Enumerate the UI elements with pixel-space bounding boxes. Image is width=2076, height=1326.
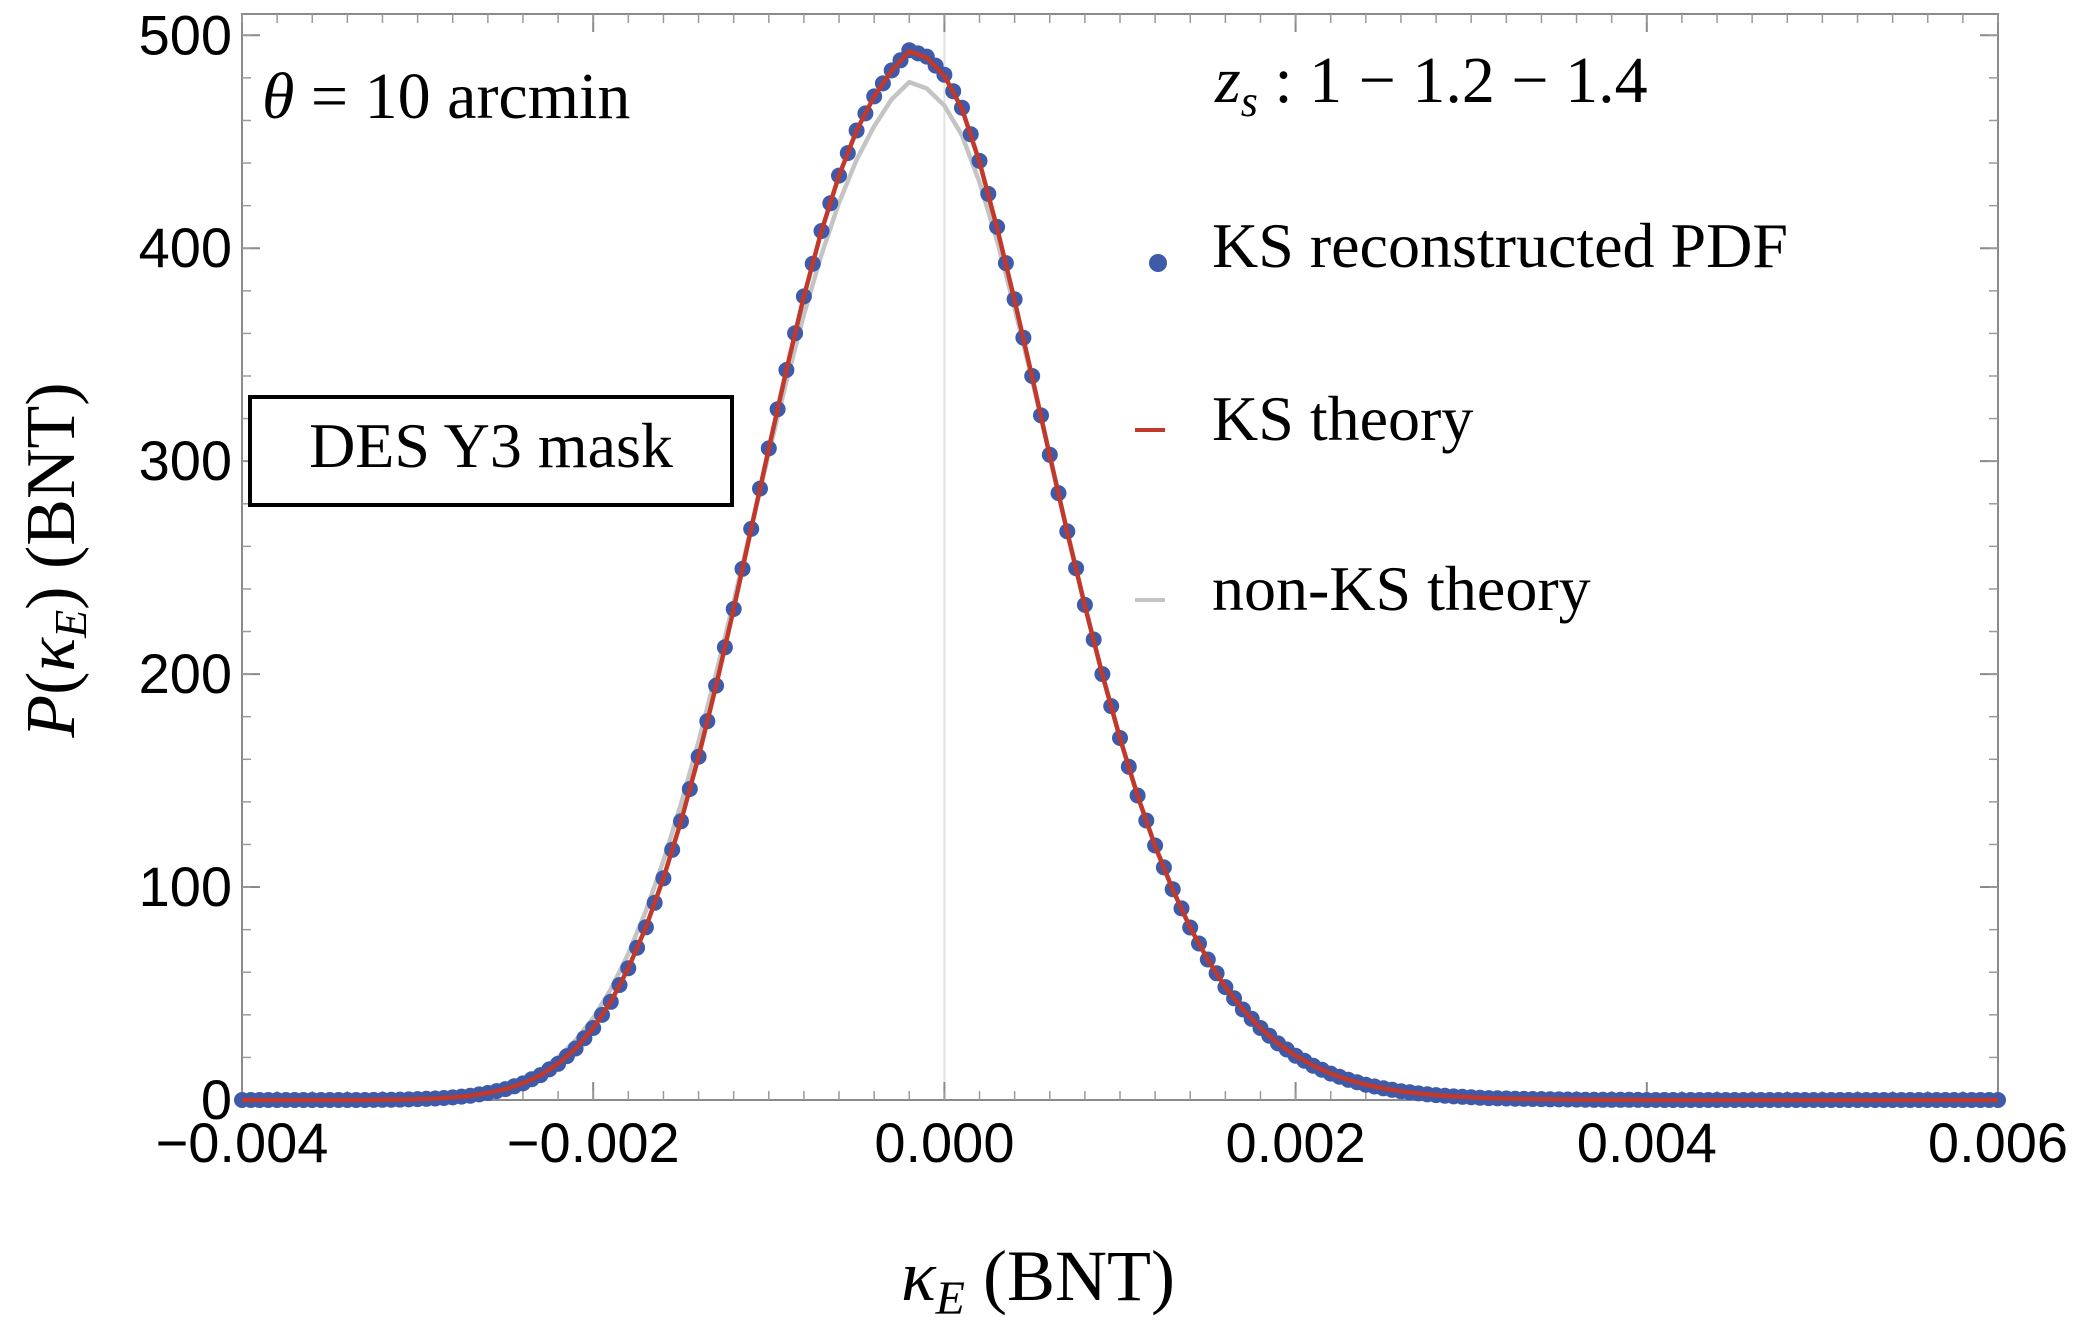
- legend-item: KS reconstructed PDF: [1149, 210, 1788, 281]
- y-tick-label: 200: [139, 642, 232, 705]
- legend-label: non-KS theory: [1212, 553, 1591, 624]
- x-tick-label: 0.004: [1577, 1111, 1717, 1174]
- y-tick-label: 300: [139, 429, 232, 492]
- x-tick-label: −0.002: [507, 1111, 680, 1174]
- legend-marker-point: [1149, 254, 1167, 272]
- y-tick-label: 100: [139, 855, 232, 918]
- legend-item: non-KS theory: [1135, 553, 1591, 624]
- x-tick-label: 0.006: [1928, 1111, 2068, 1174]
- x-axis-label: κE (BNT): [901, 1236, 1175, 1325]
- y-axis-label: P(κE) (BNT): [13, 382, 96, 738]
- y-tick-label: 400: [139, 216, 232, 279]
- series-ks-theory-line: [242, 49, 1998, 1103]
- x-tick-label: −0.004: [156, 1111, 329, 1174]
- legend-label: KS reconstructed PDF: [1212, 210, 1788, 281]
- series-layer: [234, 42, 2006, 1108]
- legend-label: KS theory: [1212, 383, 1473, 454]
- y-tick-label: 500: [139, 3, 232, 66]
- x-tick-label: 0.002: [1226, 1111, 1366, 1174]
- annotation-theta: θ = 10 arcmin: [262, 60, 630, 133]
- legend: KS reconstructed PDF KS theory non-KS theo…: [1135, 210, 1788, 624]
- annotation-source-redshift: zs : 1 − 1.2 − 1.4: [1214, 44, 1648, 126]
- y-tick-label: 0: [201, 1068, 232, 1131]
- mask-label: DES Y3 mask: [309, 410, 673, 481]
- mask-label-box: DES Y3 mask: [248, 395, 734, 507]
- x-tick-label: 0.000: [874, 1111, 1014, 1174]
- legend-item: KS theory: [1135, 383, 1473, 454]
